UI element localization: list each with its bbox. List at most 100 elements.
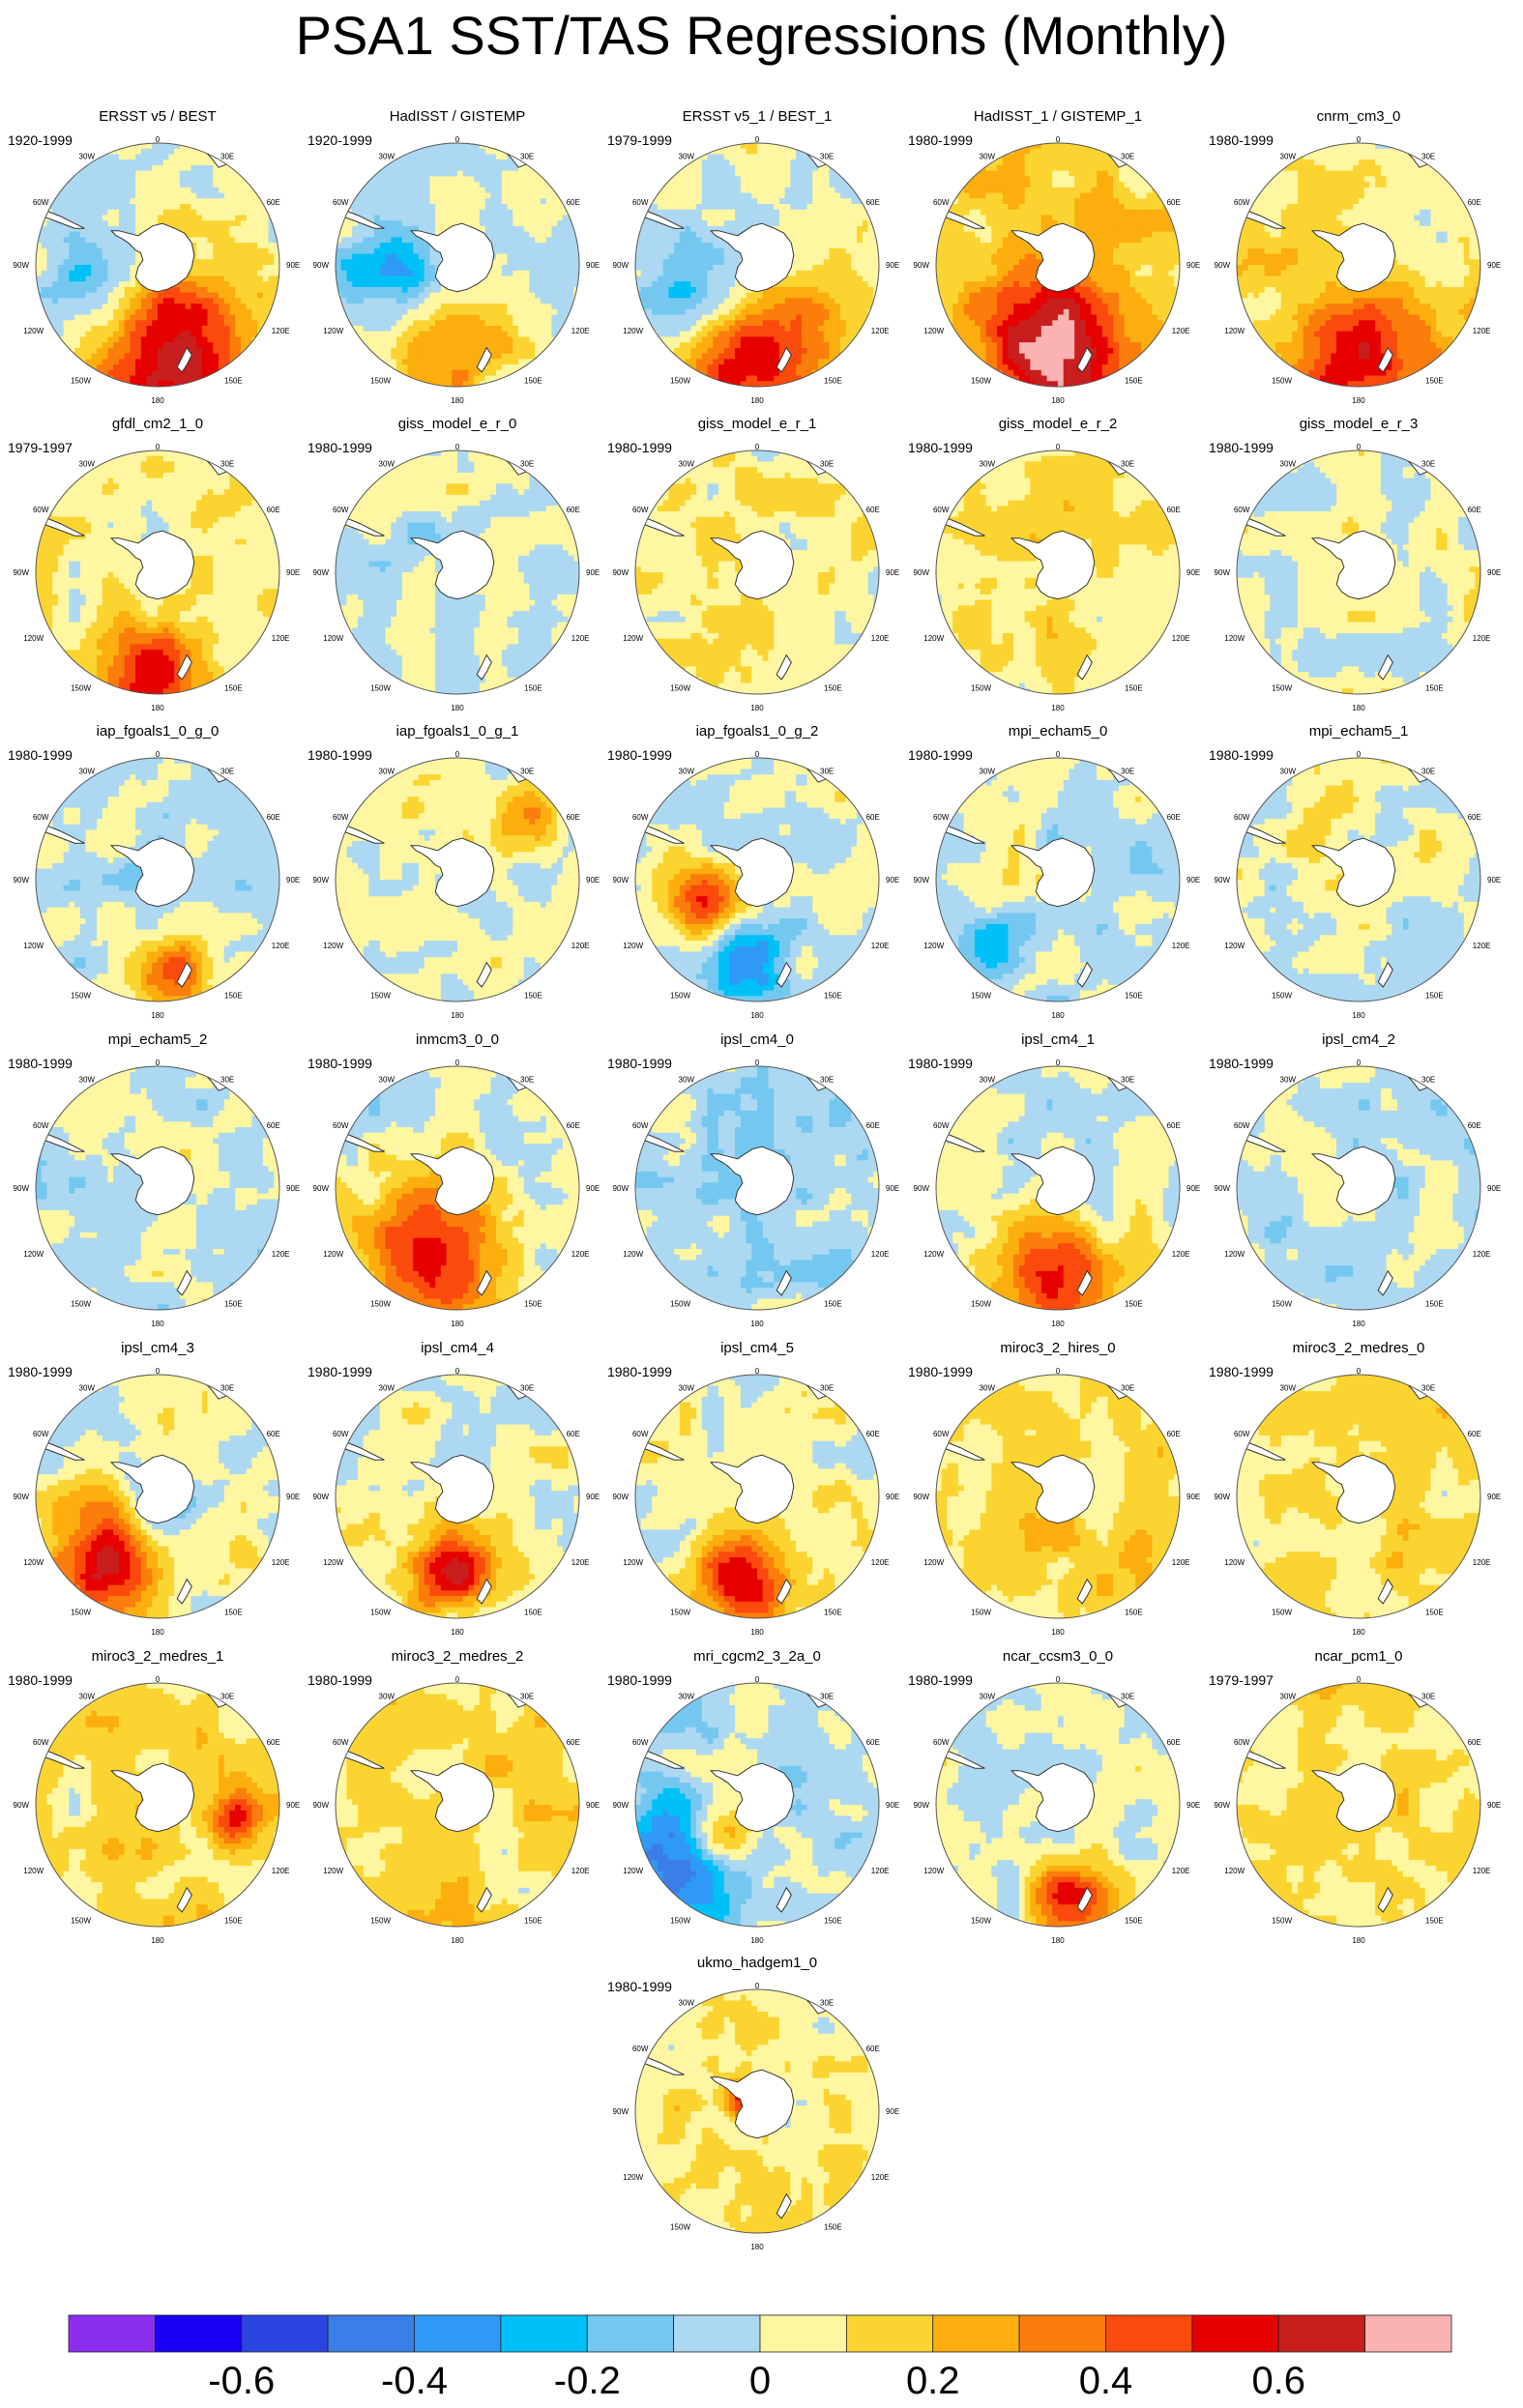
- sst-field: [336, 143, 579, 387]
- panel-period: 1920-1999: [8, 132, 73, 148]
- map-panel: ipsl_cm4_5 1980-1999 0 30E 60E 90E 120E 150E 180…: [607, 1340, 907, 1647]
- longitude-label: 150E: [1425, 377, 1444, 386]
- panel-period: 1980-1999: [308, 1364, 372, 1379]
- colorbar-swatch: [932, 2314, 1020, 2353]
- polar-map: 0 30E 60E 90E 120E 150E 180 150W 120W 90W 60W 30W: [14, 443, 301, 712]
- longitude-label: 60W: [632, 1738, 649, 1747]
- longitude-label: 60E: [567, 1121, 580, 1130]
- map-panel: ipsl_cm4_1 1980-1999 0 30E 60E 90E 120E 150E 180…: [908, 1031, 1208, 1339]
- sst-field: [336, 758, 579, 1001]
- longitude-label: 180: [451, 1628, 464, 1637]
- longitude-label: 30E: [220, 1383, 234, 1392]
- longitude-label: 30E: [820, 1383, 834, 1392]
- longitude-label: 30E: [820, 1075, 834, 1084]
- map-boundary: [935, 1682, 1181, 1928]
- longitude-label: 150E: [824, 992, 842, 1001]
- longitude-label: 0: [755, 443, 760, 451]
- longitude-label: 120E: [871, 327, 890, 335]
- longitude-label: 120W: [1224, 1867, 1245, 1875]
- longitude-label: 60E: [267, 813, 280, 822]
- longitude-label: 0: [755, 1367, 760, 1376]
- longitude-label: 0: [1357, 135, 1362, 144]
- longitude-label: 150E: [824, 2223, 842, 2232]
- longitude-label: 0: [156, 750, 161, 759]
- sst-field: [635, 1683, 879, 1927]
- map-boundary: [634, 1682, 880, 1928]
- longitude-label: 180: [1051, 1628, 1065, 1637]
- polar-map: 0 30E 60E 90E 120E 150E 180 150W 120W 90W 60W 30W: [1215, 1675, 1502, 1945]
- longitude-label: 90E: [886, 1801, 899, 1810]
- panel-title: HadISST / GISTEMP: [308, 108, 607, 125]
- antarctica-landmass: [1310, 1146, 1396, 1216]
- map-panel: mri_cgcm2_3_2a_0 1980-1999 0 30E 60E 90E 120E 1…: [607, 1648, 907, 1956]
- panel-title: iap_fgoals1_0_g_0: [8, 723, 308, 740]
- longitude-label: 90E: [1487, 261, 1501, 270]
- colorbar-swatch: [1105, 2314, 1193, 2353]
- longitude-label: 60W: [1234, 506, 1250, 514]
- polar-map: 0 30E 60E 90E 120E 150E 180 150W 120W 90W 60W 30W: [914, 1675, 1201, 1945]
- map-boundary: [1236, 450, 1481, 695]
- colorbar-tick-label: 0.2: [856, 2358, 1010, 2404]
- longitude-label: 60E: [866, 2045, 880, 2053]
- longitude-label: 120E: [1473, 1250, 1491, 1259]
- longitude-label: 30E: [1421, 767, 1435, 775]
- longitude-label: 90W: [313, 876, 330, 885]
- longitude-label: 60E: [866, 1430, 880, 1438]
- longitude-label: 90W: [313, 261, 330, 270]
- longitude-label: 0: [1056, 1059, 1061, 1067]
- longitude-label: 120W: [323, 1250, 343, 1259]
- longitude-label: 180: [151, 1936, 164, 1945]
- antarctica-landmass: [709, 1762, 795, 1833]
- longitude-label: 30W: [79, 152, 96, 160]
- longitude-label: 90W: [14, 568, 30, 577]
- longitude-label: 120E: [272, 942, 290, 950]
- longitude-label: 30E: [1421, 459, 1435, 468]
- longitude-label: 30E: [1121, 1692, 1134, 1700]
- panel-period: 1980-1999: [908, 440, 973, 455]
- panel-title: mpi_echam5_2: [8, 1031, 308, 1048]
- panel-title: ipsl_cm4_4: [308, 1340, 607, 1356]
- colorbar-tick-label: 0.4: [1029, 2358, 1184, 2404]
- longitude-label: 60E: [567, 1430, 580, 1438]
- map-panel: miroc3_2_medres_2 1980-1999 0 30E 60E 90E 120E…: [308, 1648, 607, 1956]
- longitude-label: 150W: [71, 1300, 91, 1309]
- longitude-label: 120E: [571, 634, 590, 643]
- longitude-label: 120W: [323, 327, 343, 335]
- longitude-label: 60E: [267, 1738, 280, 1747]
- longitude-label: 60E: [1468, 1121, 1481, 1130]
- longitude-label: 150E: [1425, 1917, 1444, 1926]
- longitude-label: 30E: [820, 152, 834, 160]
- longitude-label: 60E: [267, 506, 280, 514]
- longitude-label: 150W: [1272, 684, 1292, 693]
- longitude-label: 30E: [520, 1075, 534, 1084]
- longitude-label: 180: [750, 2243, 764, 2251]
- longitude-label: 120E: [871, 942, 890, 950]
- longitude-label: 150E: [224, 377, 243, 386]
- panel-period: 1980-1999: [8, 1056, 73, 1071]
- sst-field: [635, 143, 879, 387]
- colorbar: -0.6 -0.4 -0.2 0 0.2 0.4 0.6: [68, 2314, 1452, 2408]
- longitude-label: 0: [755, 1059, 760, 1067]
- longitude-label: 150W: [370, 377, 391, 386]
- longitude-label: 120E: [571, 1558, 590, 1567]
- longitude-label: 30E: [1121, 152, 1134, 160]
- longitude-label: 60W: [33, 1430, 49, 1438]
- longitude-label: 90E: [286, 568, 300, 577]
- new-zealand-landmass: [1377, 1886, 1393, 1913]
- antarctica-landmass: [109, 222, 195, 293]
- longitude-label: 180: [750, 1011, 764, 1020]
- colorbar-swatch: [845, 2314, 934, 2353]
- longitude-label: 90E: [586, 261, 600, 270]
- longitude-label: 120E: [871, 1558, 890, 1567]
- antarctica-landmass: [709, 2069, 795, 2139]
- map-boundary: [1236, 1065, 1481, 1311]
- antarctica-landmass: [409, 1762, 495, 1833]
- longitude-label: 180: [750, 396, 764, 405]
- new-zealand-landmass: [1076, 346, 1093, 373]
- map-panel: miroc3_2_hires_0 1980-1999 0 30E 60E 90E 120E 1…: [908, 1340, 1208, 1647]
- new-zealand-landmass: [176, 1886, 192, 1913]
- longitude-label: 150E: [824, 1300, 842, 1309]
- longitude-label: 90W: [14, 876, 30, 885]
- longitude-label: 180: [451, 396, 464, 405]
- longitude-label: 30W: [79, 1075, 96, 1084]
